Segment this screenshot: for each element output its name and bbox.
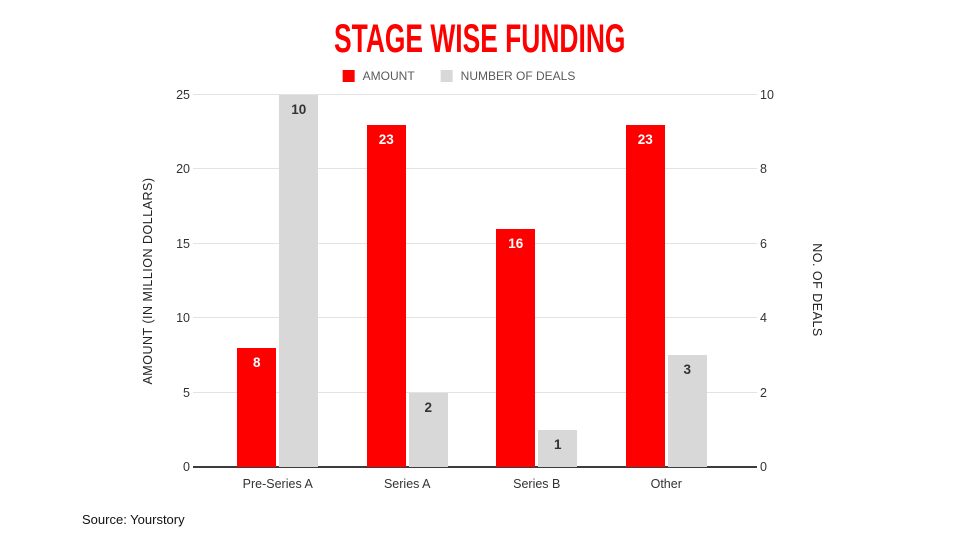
axis-tick-label: 20 — [176, 162, 190, 177]
bar-value-label: 2 — [424, 399, 432, 415]
bar-amount: 16 — [496, 228, 536, 467]
right-axis-title: NO. OF DEALS — [810, 243, 824, 337]
axis-tick-label: 0 — [183, 460, 190, 474]
gridline — [193, 94, 757, 95]
bar-value-label: 23 — [378, 131, 394, 147]
chart-title: STAGE WISE FUNDING — [334, 17, 626, 61]
legend-label: NUMBER OF DEALS — [460, 69, 576, 83]
legend-swatch — [440, 70, 453, 82]
axis-tick-label: 2 — [760, 385, 767, 400]
category-label: Series B — [513, 477, 561, 491]
axis-tick-label: 0 — [760, 460, 767, 474]
plot-area: 8 10 23 2 16 1 23 3 — [193, 94, 757, 468]
axis-tick-label: 6 — [760, 236, 767, 251]
axis-tick-label: 15 — [176, 236, 190, 251]
right-axis-tick-labels: 0 2 4 6 8 10 — [760, 88, 800, 474]
left-axis-tick-labels: 0 5 10 15 20 25 — [0, 88, 190, 474]
legend: AMOUNT NUMBER OF DEALS — [342, 69, 576, 83]
bar-amount: 23 — [625, 124, 665, 467]
legend-item: NUMBER OF DEALS — [440, 69, 576, 83]
bar-group: 8 10 — [213, 95, 343, 467]
bar-number-of-deals: 10 — [279, 95, 319, 467]
bar-group: 23 2 — [343, 95, 473, 467]
gridline — [193, 391, 757, 393]
category-axis: Pre-Series A Series A Series B Other — [200, 477, 753, 491]
bar-value-label: 16 — [508, 235, 524, 251]
axis-tick-label: 10 — [760, 88, 774, 102]
bar-groups: 8 10 23 2 16 1 23 3 — [200, 95, 753, 467]
legend-swatch — [342, 70, 355, 82]
bar-value-label: 10 — [291, 102, 307, 117]
bar-value-label: 1 — [553, 436, 562, 452]
bar-number-of-deals: 3 — [667, 355, 707, 467]
bar-group: 23 3 — [602, 95, 732, 467]
bar-value-label: 23 — [637, 131, 653, 147]
bar-number-of-deals: 1 — [538, 429, 578, 467]
bar-amount: 8 — [237, 347, 277, 467]
source-note: Source: Yourstory — [82, 512, 185, 527]
gridline — [193, 168, 757, 170]
bar-amount: 23 — [366, 124, 406, 467]
legend-label: AMOUNT — [362, 69, 415, 83]
gridline — [193, 242, 757, 244]
axis-tick-label: 4 — [760, 311, 767, 326]
axis-tick-label: 8 — [760, 162, 767, 177]
category-label: Series A — [383, 477, 431, 491]
axis-tick-label: 5 — [183, 385, 190, 400]
gridline — [193, 317, 757, 319]
page-title: STAGE WISE FUNDING — [0, 18, 960, 60]
axis-tick-label: 25 — [176, 88, 190, 102]
bar-value-label: 8 — [252, 354, 261, 370]
x-axis-line — [193, 466, 757, 468]
category-label: Pre-Series A — [242, 477, 313, 491]
legend-item: AMOUNT — [342, 69, 415, 83]
bar-group: 16 1 — [472, 95, 602, 467]
category-label: Other — [650, 477, 682, 491]
axis-tick-label: 10 — [176, 311, 190, 326]
bar-value-label: 3 — [683, 362, 691, 378]
bar-number-of-deals: 2 — [408, 392, 448, 467]
